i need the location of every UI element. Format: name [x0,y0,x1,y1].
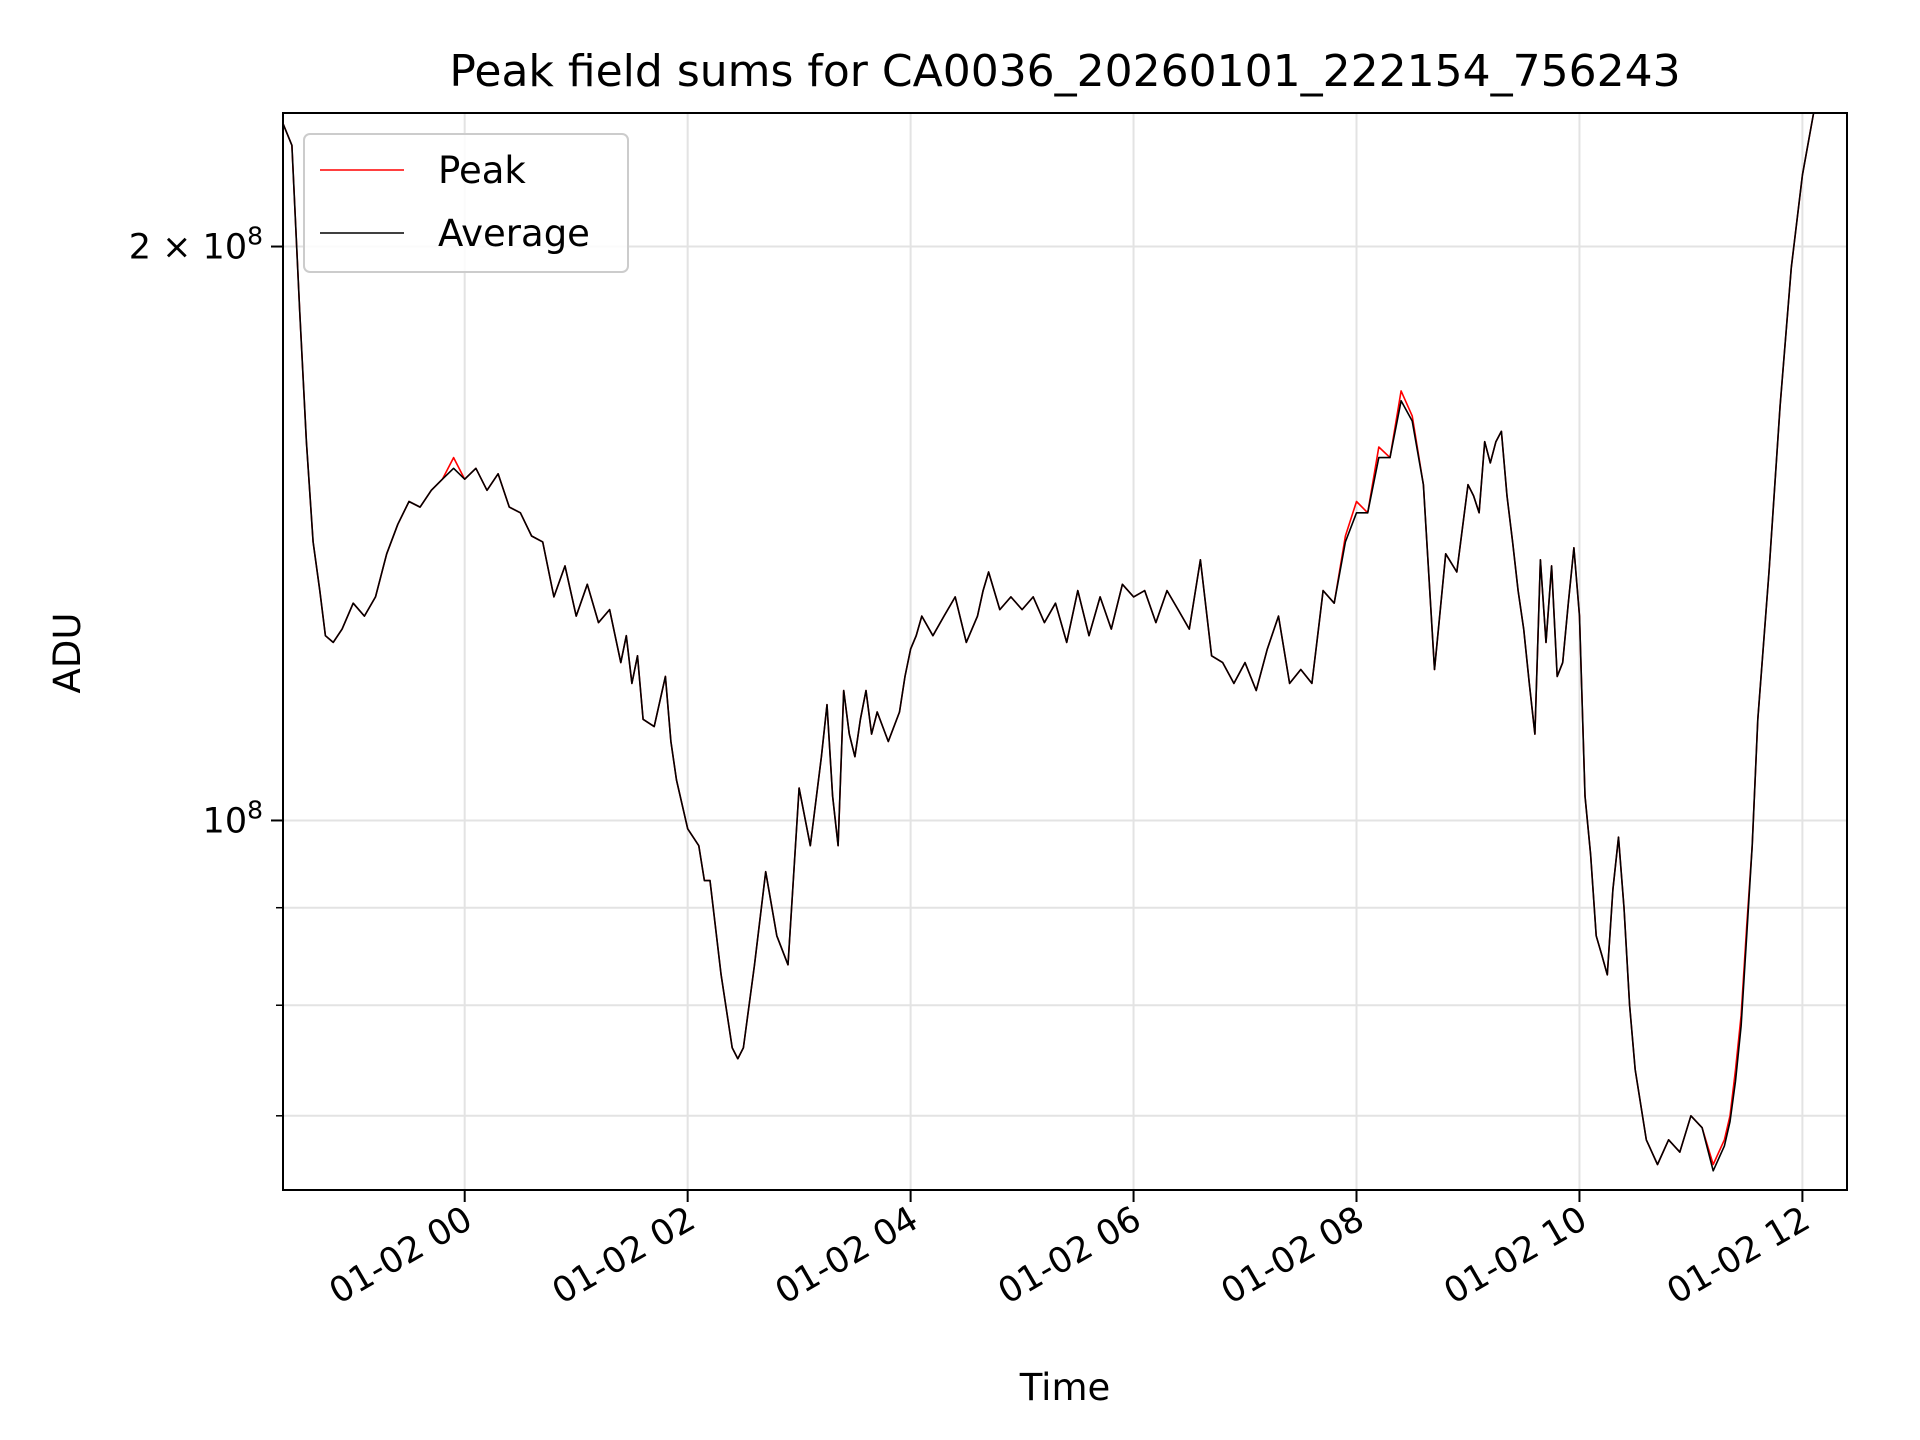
plot-frame [282,112,1848,1191]
plot-series [282,112,1815,1172]
chart-title: Peak field sums for CA0036_20260101_2221… [449,46,1680,97]
y-tick-label: 108 [203,795,263,841]
grid [283,113,1847,1190]
legend-label-peak: Peak [438,149,526,192]
legend: Peak Average [303,133,629,273]
series-line-average [282,112,1815,1172]
y-axis-label: ADU [46,613,89,694]
y-tick-label: 2 × 108 [129,222,263,268]
x-axis-label: Time [1019,1366,1111,1409]
legend-box [303,133,629,273]
legend-label-average: Average [438,212,590,255]
